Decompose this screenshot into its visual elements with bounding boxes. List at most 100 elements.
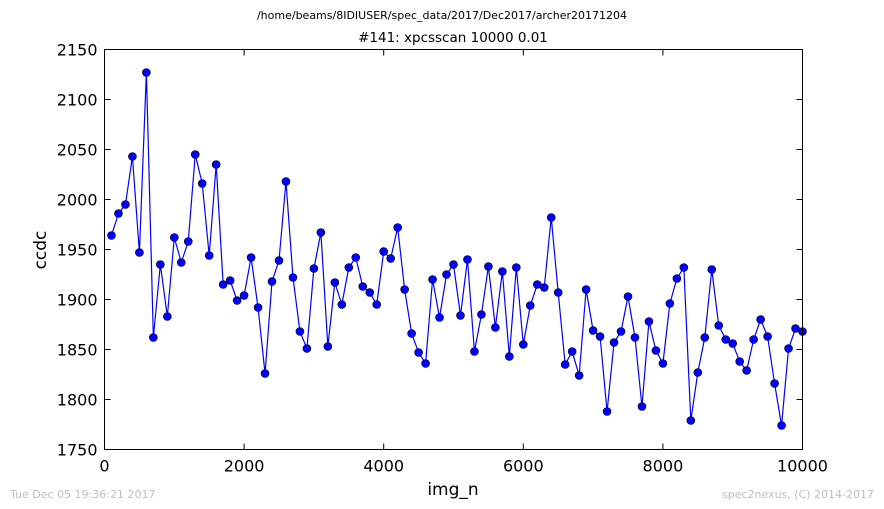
data-point [770, 379, 779, 388]
data-point [351, 253, 361, 262]
data-point [379, 247, 389, 256]
data-point [505, 352, 514, 361]
data-point [114, 209, 123, 218]
data-point [728, 339, 738, 348]
data-point [477, 310, 486, 319]
data-point [267, 277, 277, 286]
data-point [211, 160, 221, 169]
data-point [756, 315, 765, 324]
data-point [560, 360, 570, 369]
data-point [735, 357, 744, 366]
data-point [274, 256, 284, 265]
data-point [156, 260, 165, 269]
data-point [630, 333, 640, 342]
data-point [777, 421, 786, 430]
data-point [149, 333, 158, 342]
x-tick-label: 10000 [777, 457, 828, 476]
data-point [183, 237, 193, 246]
data-point [428, 275, 437, 284]
data-point [190, 150, 200, 159]
data-point [135, 248, 144, 257]
x-tick-label: 6000 [503, 457, 544, 476]
y-tick-label: 2000 [57, 191, 98, 210]
data-point [665, 299, 675, 308]
data-point [163, 312, 172, 321]
data-point [763, 332, 772, 341]
data-point [588, 326, 598, 335]
data-point [435, 313, 444, 322]
data-point [442, 270, 451, 279]
data-point [686, 416, 696, 425]
data-point [498, 267, 507, 276]
data-point [323, 342, 333, 351]
data-point [749, 335, 758, 344]
data-point [707, 265, 717, 274]
y-axis-label: ccdc [31, 231, 51, 270]
data-point [107, 231, 116, 240]
data-point [714, 321, 724, 330]
data-point [253, 303, 263, 312]
data-point [225, 276, 235, 285]
x-tick-label: 0 [99, 457, 109, 476]
data-point [421, 359, 430, 368]
data-point [232, 296, 242, 305]
data-point [658, 359, 668, 368]
data-point [609, 338, 619, 347]
y-tick-label: 1850 [57, 341, 98, 360]
data-point [581, 285, 591, 294]
data-point [393, 223, 402, 232]
data-point [142, 68, 151, 77]
data-point [742, 366, 751, 375]
x-tick-label: 2000 [224, 457, 265, 476]
y-tick-label: 2050 [57, 141, 98, 160]
data-point [679, 263, 689, 272]
data-point [693, 368, 703, 377]
x-tick-label: 4000 [363, 457, 404, 476]
x-axis-label: img_n [427, 480, 478, 500]
data-point [295, 327, 305, 336]
data-point [700, 333, 710, 342]
credit-label: spec2nexus, (C) 2014-2017 [722, 488, 874, 501]
data-point [512, 263, 521, 272]
data-point [414, 348, 423, 357]
data-point [358, 282, 368, 291]
data-point [400, 285, 409, 294]
data-point [176, 258, 186, 267]
data-point [539, 283, 549, 292]
y-tick-label: 2100 [57, 91, 98, 110]
data-point [197, 179, 207, 188]
data-point [484, 262, 493, 271]
data-point [463, 255, 472, 264]
data-point [491, 323, 500, 332]
data-point [672, 274, 682, 283]
data-point [553, 288, 563, 297]
chart-title: #141: xpcsscan 10000 0.01 [358, 30, 548, 46]
data-point [239, 291, 249, 300]
data-point [386, 254, 395, 263]
data-point [302, 344, 312, 353]
data-point [623, 292, 633, 301]
data-point [128, 152, 137, 161]
data-point [567, 347, 577, 356]
data-point [449, 260, 458, 269]
data-point [170, 233, 179, 242]
y-tick-label: 1750 [57, 441, 98, 460]
data-point [218, 280, 228, 289]
data-point [121, 200, 130, 209]
data-point [204, 251, 214, 260]
data-point [784, 344, 793, 353]
file-path-title: /home/beams/8IDIUSER/spec_data/2017/Dec2… [256, 9, 628, 22]
data-point [602, 407, 612, 416]
data-point [616, 327, 626, 336]
data-point [721, 335, 731, 344]
data-point [372, 300, 382, 309]
data-point [246, 253, 256, 262]
data-point [595, 332, 605, 341]
data-point [574, 371, 584, 380]
data-point [337, 300, 347, 309]
data-point [525, 301, 535, 310]
y-tick-label: 1800 [57, 391, 98, 410]
data-point [637, 402, 647, 411]
